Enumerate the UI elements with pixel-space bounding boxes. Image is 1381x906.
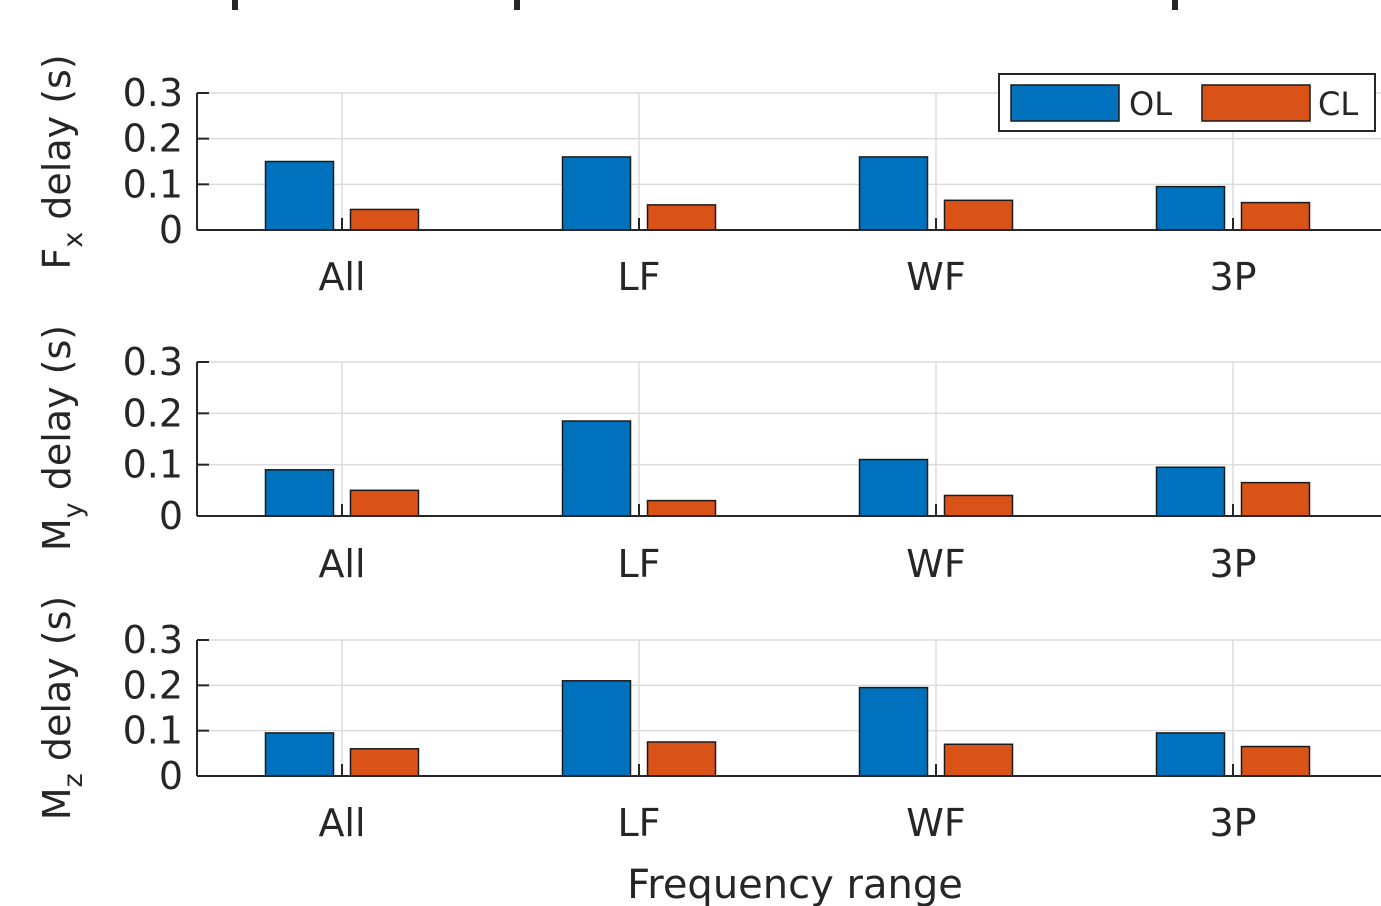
bar-cl-wf xyxy=(943,494,1014,517)
bar-cl-wf xyxy=(943,743,1014,777)
subplot-3: 00.10.20.3 All LF WF 3P Mz delay (s) xyxy=(35,596,1381,845)
x-tick-label-lf: LF xyxy=(617,542,660,586)
bar-ol-wf xyxy=(858,458,929,517)
cropped-header-marks xyxy=(232,0,1178,10)
bar-cl-3p xyxy=(1240,745,1311,777)
x-tick-label-all: All xyxy=(318,255,365,299)
x-tick-label-all: All xyxy=(318,542,365,586)
x-axis-label: Frequency range xyxy=(627,862,963,906)
bar-cl-lf xyxy=(646,204,717,231)
x-tick-label-lf: LF xyxy=(617,801,660,845)
y-tick-label: 0 xyxy=(159,494,183,538)
bar-cl-lf xyxy=(646,499,717,517)
legend-label-cl: CL xyxy=(1318,85,1358,123)
legend-swatch-ol xyxy=(1010,84,1120,122)
x-tick-label-3p: 3P xyxy=(1209,542,1256,586)
bar-ol-3p xyxy=(1155,732,1226,777)
y-tick-label: 0.3 xyxy=(123,71,183,115)
bar-cl-all xyxy=(349,208,420,231)
y-axis-label: Mz delay (s) xyxy=(35,596,89,820)
bar-ol-3p xyxy=(1155,466,1226,517)
bar-cl-3p xyxy=(1240,481,1311,517)
y-tick-label: 0.1 xyxy=(123,709,183,753)
y-axis-label: Fx delay (s) xyxy=(35,54,89,269)
y-axis-label: My delay (s) xyxy=(35,325,89,551)
bar-ol-lf xyxy=(561,680,632,777)
y-tick-label: 0 xyxy=(159,208,183,252)
legend-swatch-cl xyxy=(1201,84,1311,122)
bar-ol-3p xyxy=(1155,185,1226,231)
bar-ol-all xyxy=(264,160,335,231)
y-tick-label: 0.3 xyxy=(123,340,183,384)
bar-ol-wf xyxy=(858,686,929,777)
x-tick-label-all: All xyxy=(318,801,365,845)
subplot-2: 0 0.1 0.2 0.3 All LF WF 3P My delay (s) xyxy=(35,325,1381,586)
bar-cl-3p xyxy=(1240,201,1311,231)
bar-ol-all xyxy=(264,732,335,777)
x-tick-label-wf: WF xyxy=(906,255,965,299)
x-tick-label-wf: WF xyxy=(906,801,965,845)
x-tick-label-wf: WF xyxy=(906,542,965,586)
bar-cl-all xyxy=(349,489,420,517)
legend: OL CL xyxy=(998,73,1376,132)
bar-cl-wf xyxy=(943,199,1014,231)
y-tick-label: 0.3 xyxy=(123,618,183,662)
bar-cl-all xyxy=(349,748,420,777)
subplot-1: 00.10.20.3 All LF WF 3P Fx delay (s) xyxy=(35,54,1381,299)
bar-ol-all xyxy=(264,469,335,517)
x-tick-label-3p: 3P xyxy=(1209,801,1256,845)
x-tick-label-3p: 3P xyxy=(1209,255,1256,299)
y-tick-label: 0.2 xyxy=(123,663,183,707)
x-tick-label-lf: LF xyxy=(617,255,660,299)
y-tick-label: 0 xyxy=(159,754,183,798)
y-tick-label: 0.2 xyxy=(123,391,183,435)
bar-ol-lf xyxy=(561,156,632,231)
y-tick-label: 0.1 xyxy=(123,443,183,487)
bar-cl-lf xyxy=(646,741,717,777)
y-tick-label: 0.1 xyxy=(123,162,183,206)
bar-ol-lf xyxy=(561,420,632,517)
bar-ol-wf xyxy=(858,156,929,231)
legend-label-ol: OL xyxy=(1129,85,1172,123)
y-tick-label: 0.2 xyxy=(123,117,183,161)
